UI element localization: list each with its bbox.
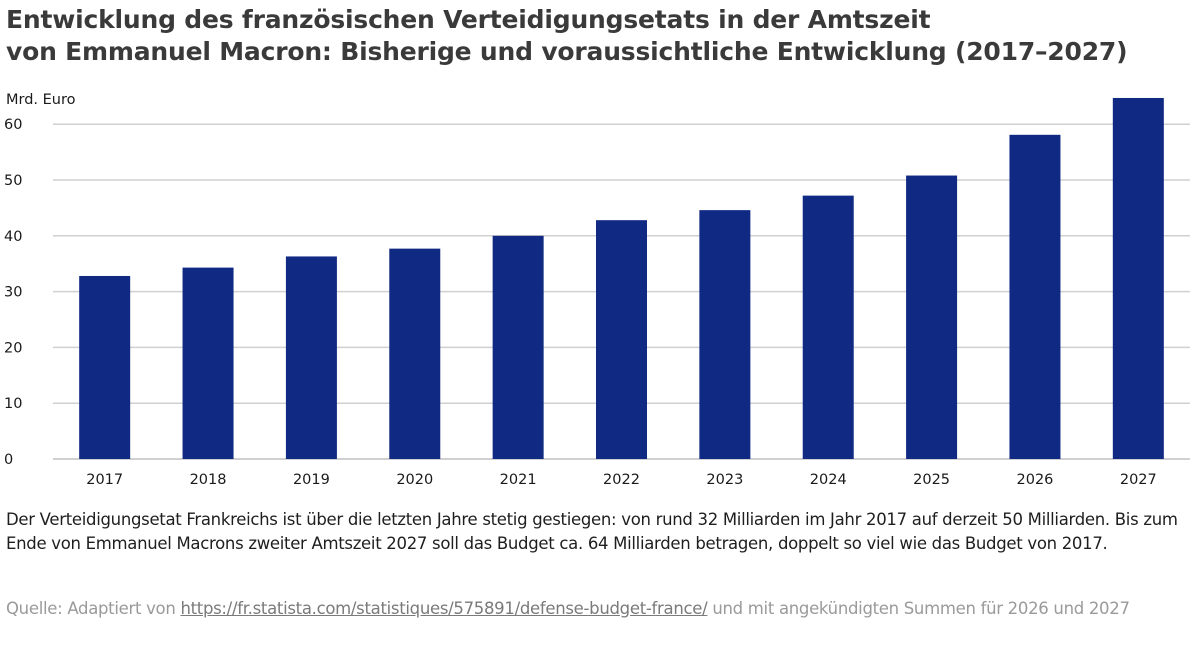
bar-2023 [699,210,751,459]
bar-2024 [802,195,854,459]
x-tick-label: 2019 [293,472,330,488]
y-tick-label: 50 [4,173,22,189]
bar-2017 [79,275,131,459]
y-tick-label: 60 [4,117,22,133]
source-note: Quelle: Adaptiert von https://fr.statist… [6,597,1196,621]
bar-2022 [596,220,647,459]
x-tick-label: 2023 [706,472,743,488]
bar-2027 [1112,97,1164,459]
bar-2019 [285,256,337,459]
x-tick-label: 2024 [810,472,847,488]
source-suffix: und mit angekündigten Summen für 2026 un… [707,599,1130,618]
x-tick-label: 2026 [1017,472,1054,488]
bar-2026 [1009,134,1061,459]
y-tick-label: 20 [4,340,22,356]
bar-2018 [182,267,234,459]
chart-title-line-1: Entwicklung des französischen Verteidigu… [6,5,931,34]
x-tick-label: 2022 [603,472,640,488]
bar-2020 [389,248,441,459]
y-axis-label: Mrd. Euro [6,92,76,108]
chart-title: Entwicklung des französischen Verteidigu… [6,4,1196,68]
x-tick-label: 2018 [190,472,227,488]
x-axis-ticks: 2017 2018 2019 2020 2021 2022 2023 2024 2025 2026… [86,472,1157,488]
chart-title-line-2: von Emmanuel Macron: Bisherige und vorau… [6,37,1128,66]
y-tick-label: 0 [4,452,13,468]
source-prefix: Quelle: Adaptiert von [6,599,181,618]
x-tick-label: 2021 [500,472,537,488]
y-tick-label: 40 [4,229,22,245]
bar-chart: Mrd. Euro 0 10 20 30 40 50 60 2017 2018 2019 2020… [4,92,1190,488]
bars [79,97,1164,459]
y-tick-label: 10 [4,396,22,412]
x-tick-label: 2017 [86,472,123,488]
chart-description: Der Verteidigungsetat Frankreichs ist üb… [6,510,1178,553]
source-link[interactable]: https://fr.statista.com/statistiques/575… [180,599,708,618]
y-tick-label: 30 [4,285,22,301]
bar-2025 [906,175,958,459]
x-tick-label: 2025 [913,472,950,488]
x-tick-label: 2027 [1120,472,1157,488]
x-tick-label: 2020 [396,472,433,488]
bar-2021 [492,235,544,459]
y-axis-ticks: 0 10 20 30 40 50 60 [4,117,22,468]
